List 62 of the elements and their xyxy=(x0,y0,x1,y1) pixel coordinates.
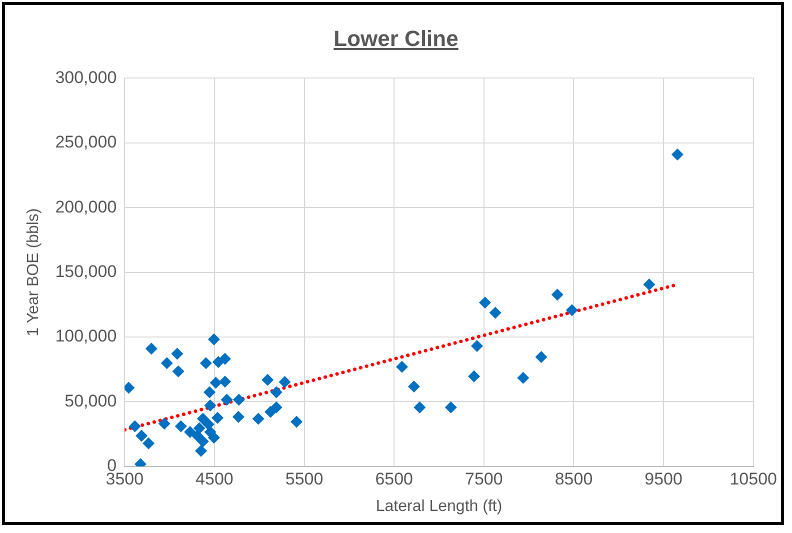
point xyxy=(551,288,564,301)
x-tick-label: 10500 xyxy=(730,469,778,488)
point xyxy=(468,370,480,382)
point xyxy=(208,333,220,346)
point xyxy=(566,304,578,316)
y-tick-label: 150,000 xyxy=(55,262,117,281)
point xyxy=(145,342,158,355)
point xyxy=(136,430,148,442)
point xyxy=(252,412,264,425)
point xyxy=(220,394,233,406)
y-tick-label: 250,000 xyxy=(55,132,117,152)
point xyxy=(196,412,209,425)
point xyxy=(196,435,209,448)
point xyxy=(232,394,245,406)
point xyxy=(643,278,656,290)
point xyxy=(671,148,684,161)
x-tick-label: 8500 xyxy=(554,469,593,488)
point xyxy=(471,340,483,352)
point xyxy=(142,437,155,450)
point xyxy=(158,418,170,430)
point xyxy=(408,380,420,393)
point xyxy=(171,348,184,360)
point xyxy=(194,444,207,457)
point xyxy=(204,386,216,398)
point xyxy=(128,420,141,432)
point xyxy=(414,401,426,414)
x-tick-label: 9500 xyxy=(644,469,682,488)
y-tick-label: 50,000 xyxy=(64,391,117,410)
point xyxy=(262,374,274,386)
point xyxy=(535,351,548,364)
y-tick-label: 300,000 xyxy=(55,68,117,87)
x-tick-label: 6500 xyxy=(375,469,414,488)
point xyxy=(184,426,196,438)
y-axis-title: 1 Year BOE (bbls) xyxy=(25,208,42,336)
point xyxy=(193,422,206,434)
point xyxy=(204,399,216,412)
point xyxy=(444,401,457,414)
y-tick-label: 100,000 xyxy=(55,326,117,346)
point xyxy=(489,306,502,319)
x-axis-title: Lateral Length (ft) xyxy=(376,498,502,515)
point xyxy=(396,360,408,373)
point xyxy=(204,426,216,438)
point xyxy=(172,365,184,378)
point xyxy=(264,406,277,418)
point xyxy=(218,376,231,388)
x-tick-label: 4500 xyxy=(196,469,234,488)
point xyxy=(174,420,187,432)
chart-title: Lower Cline xyxy=(332,26,460,52)
point xyxy=(517,372,530,384)
point xyxy=(200,357,212,370)
point xyxy=(278,376,291,388)
point xyxy=(478,296,491,309)
y-tick-label: 200,000 xyxy=(55,197,117,216)
point xyxy=(290,416,303,428)
point xyxy=(210,376,222,389)
x-tick-label: 5500 xyxy=(285,469,324,488)
point xyxy=(212,412,224,424)
point xyxy=(218,352,231,365)
point xyxy=(232,410,244,423)
point xyxy=(160,357,173,370)
x-tick-label: 7500 xyxy=(465,469,503,488)
point xyxy=(270,386,282,398)
